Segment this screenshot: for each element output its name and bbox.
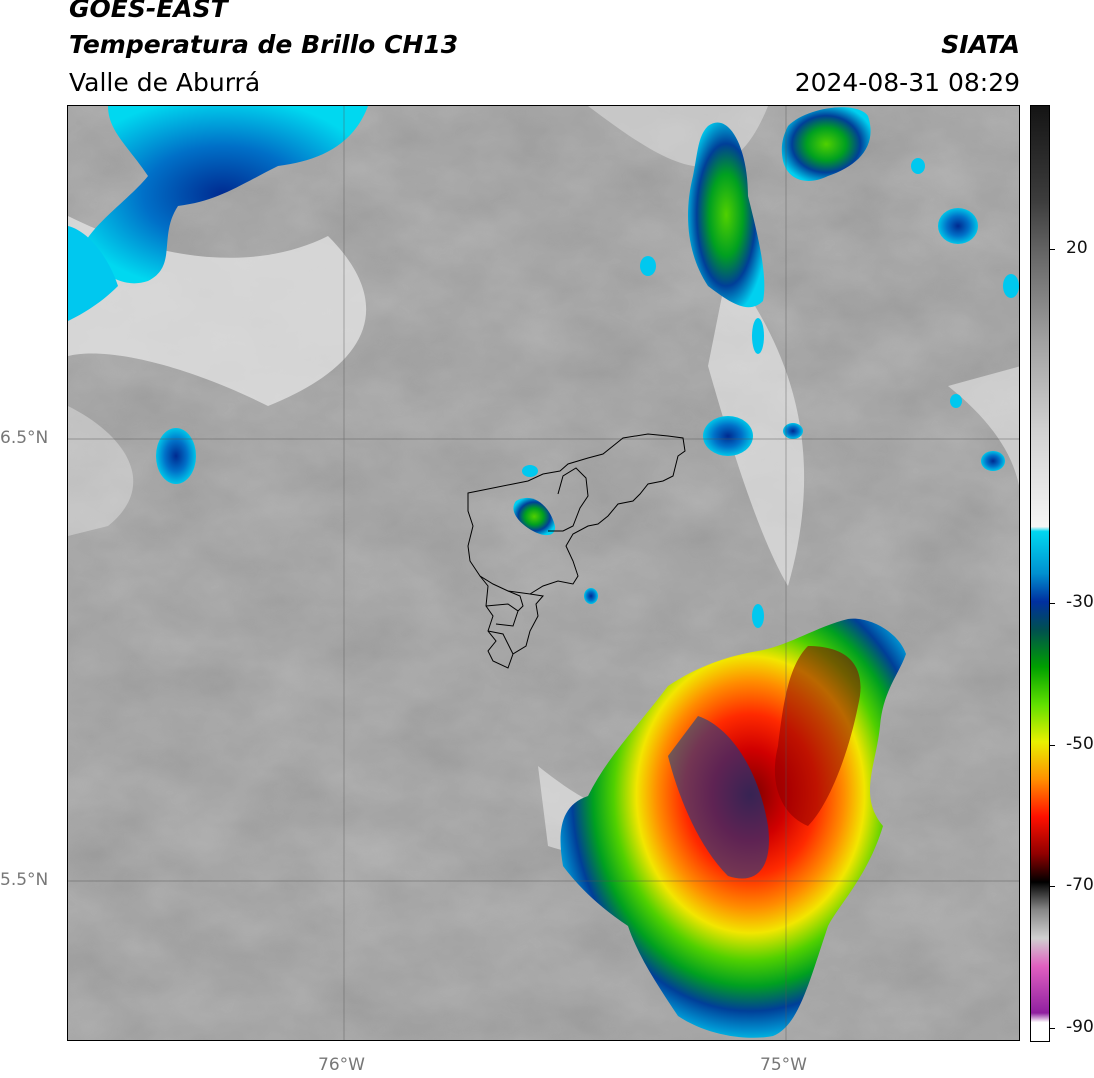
lon-label-76w: 76°W: [318, 1055, 365, 1075]
lat-label-6-5n: 6.5°N: [0, 428, 49, 448]
agency-label: SIATA: [941, 30, 1020, 59]
graticule: [68, 106, 1019, 1040]
valle-de-aburra-boundaries: [467, 433, 686, 669]
colorbar-tick-minus50: -50: [1066, 734, 1094, 754]
convective-cell-north: [688, 122, 765, 308]
satellite-map[interactable]: [67, 105, 1020, 1041]
lon-label-75w: 75°W: [760, 1055, 807, 1075]
colorbar-tick-minus90: -90: [1066, 1017, 1094, 1037]
valley-storm-cell: [513, 497, 556, 536]
colorbar-tick-20: 20: [1066, 238, 1088, 258]
colorbar: [1030, 105, 1050, 1042]
satellite-title: GOES-EAST: [69, 0, 228, 23]
product-title: Temperatura de Brillo CH13: [69, 30, 459, 59]
datetime-label: 2024-08-31 08:29: [794, 68, 1020, 97]
colorbar-tick-minus30: -30: [1066, 592, 1094, 612]
map-canvas: [68, 106, 1019, 1040]
cold-cloud-top-left: [78, 106, 368, 284]
colorbar-tick-minus70: -70: [1066, 875, 1094, 895]
region-label: Valle de Aburrá: [69, 68, 261, 97]
cloud-texture: [68, 106, 1019, 1040]
lat-label-5-5n: 5.5°N: [0, 870, 49, 890]
